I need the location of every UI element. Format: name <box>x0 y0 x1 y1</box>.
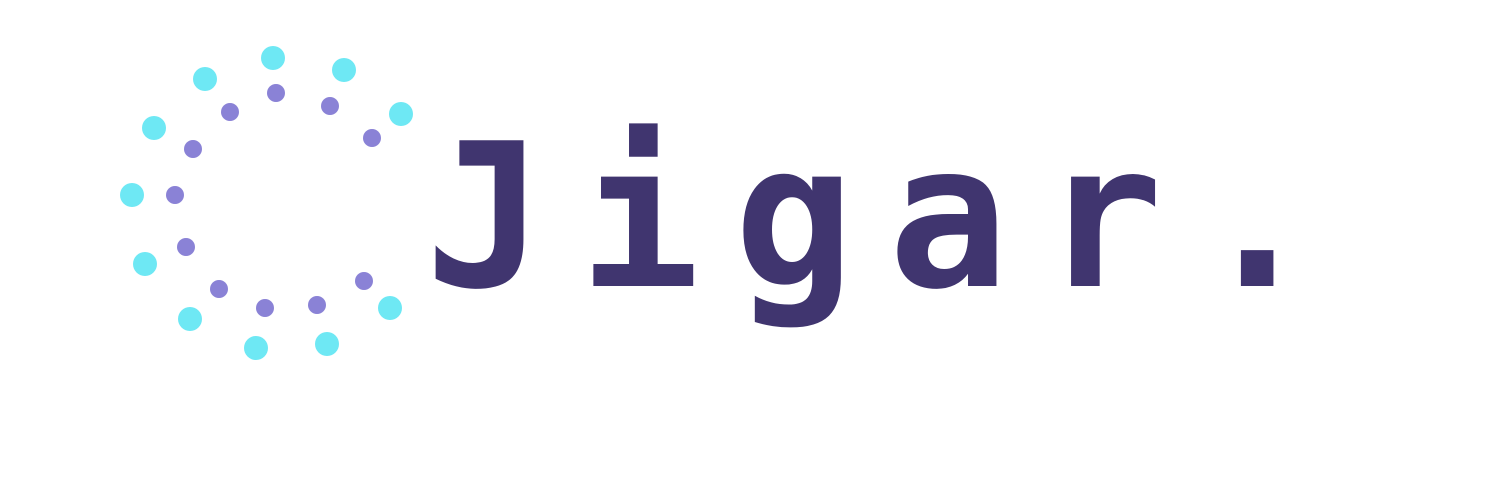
outer-dot-ring <box>120 46 413 360</box>
inner-dot <box>321 97 339 115</box>
inner-dot <box>355 272 373 290</box>
outer-dot <box>261 46 285 70</box>
inner-dot <box>256 299 274 317</box>
inner-dot <box>210 280 228 298</box>
inner-dot <box>177 238 195 256</box>
inner-dot <box>166 186 184 204</box>
inner-dot <box>184 140 202 158</box>
outer-dot <box>142 116 166 140</box>
outer-dot <box>178 307 202 331</box>
dotted-ring-icon <box>120 46 413 360</box>
outer-dot <box>193 67 217 91</box>
outer-dot <box>332 58 356 82</box>
inner-dot <box>267 84 285 102</box>
outer-dot <box>120 183 144 207</box>
outer-dot <box>389 102 413 126</box>
outer-dot <box>244 336 268 360</box>
inner-dot <box>221 103 239 121</box>
inner-dot <box>363 129 381 147</box>
inner-dot-ring <box>166 84 381 317</box>
inner-dot <box>308 296 326 314</box>
outer-dot <box>133 252 157 276</box>
outer-dot <box>315 332 339 356</box>
outer-dot <box>378 296 402 320</box>
brand-wordmark: Jigar. <box>425 101 1352 334</box>
